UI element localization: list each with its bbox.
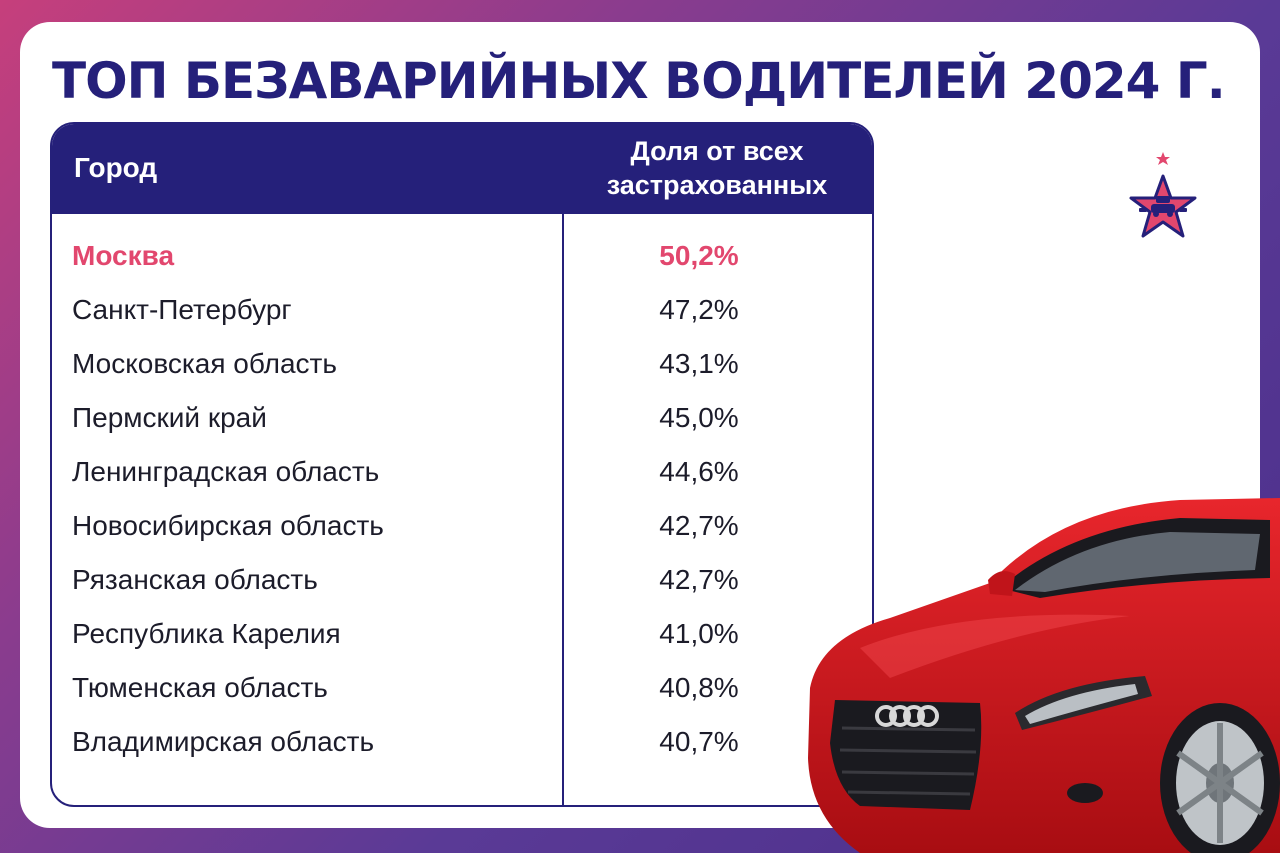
ranking-table: Город Доля от всех застрахованных Москва… <box>50 122 874 807</box>
red-car-image <box>808 498 1280 853</box>
star-logo-icon <box>1129 152 1197 238</box>
city-name: Москва <box>72 240 175 271</box>
city-name: Новосибирская область <box>72 510 384 541</box>
header-share-line2: застрахованных <box>606 170 828 200</box>
page-title: ТОП БЕЗАВАРИЙНЫХ ВОДИТЕЛЕЙ 2024 Г. <box>52 52 1226 110</box>
share-value: 42,7% <box>659 564 739 595</box>
city-name: Пермский край <box>72 402 267 433</box>
header-share: Доля от всех застрахованных <box>562 134 872 202</box>
content-card: ТОП БЕЗАВАРИЙНЫХ ВОДИТЕЛЕЙ 2024 Г. Город… <box>20 22 1260 828</box>
share-value: 40,8% <box>659 672 739 703</box>
city-name: Владимирская область <box>72 726 375 757</box>
city-name: Санкт-Петербург <box>72 294 292 325</box>
share-value: 40,7% <box>659 726 739 757</box>
city-name: Московская область <box>72 348 337 379</box>
column-divider <box>562 214 564 805</box>
table-row: Новосибирская область 42,7% <box>52 500 872 554</box>
city-name: Тюменская область <box>72 672 328 703</box>
city-name: Республика Карелия <box>72 618 341 649</box>
header-share-line1: Доля от всех <box>630 136 804 166</box>
share-value: 42,7% <box>659 510 739 541</box>
share-value: 45,0% <box>659 402 739 433</box>
header-city: Город <box>74 152 158 183</box>
share-value: 47,2% <box>659 294 739 325</box>
table-row: Ленинградская область 44,6% <box>52 446 872 500</box>
table-row: Республика Карелия 41,0% <box>52 608 872 662</box>
table-row: Пермский край 45,0% <box>52 392 872 446</box>
table-header: Город Доля от всех застрахованных <box>52 124 872 214</box>
table-row: Московская область 43,1% <box>52 338 872 392</box>
share-value: 41,0% <box>659 618 739 649</box>
table-row: Рязанская область 42,7% <box>52 554 872 608</box>
table-row: Тюменская область 40,8% <box>52 662 872 716</box>
share-value: 50,2% <box>659 240 739 271</box>
share-value: 44,6% <box>659 456 739 487</box>
table-row: Владимирская область 40,7% <box>52 716 872 770</box>
city-name: Рязанская область <box>72 564 318 595</box>
share-value: 43,1% <box>659 348 739 379</box>
table-row: Санкт-Петербург 47,2% <box>52 284 872 338</box>
city-name: Ленинградская область <box>72 456 380 487</box>
table-row: Москва 50,2% <box>52 230 872 284</box>
